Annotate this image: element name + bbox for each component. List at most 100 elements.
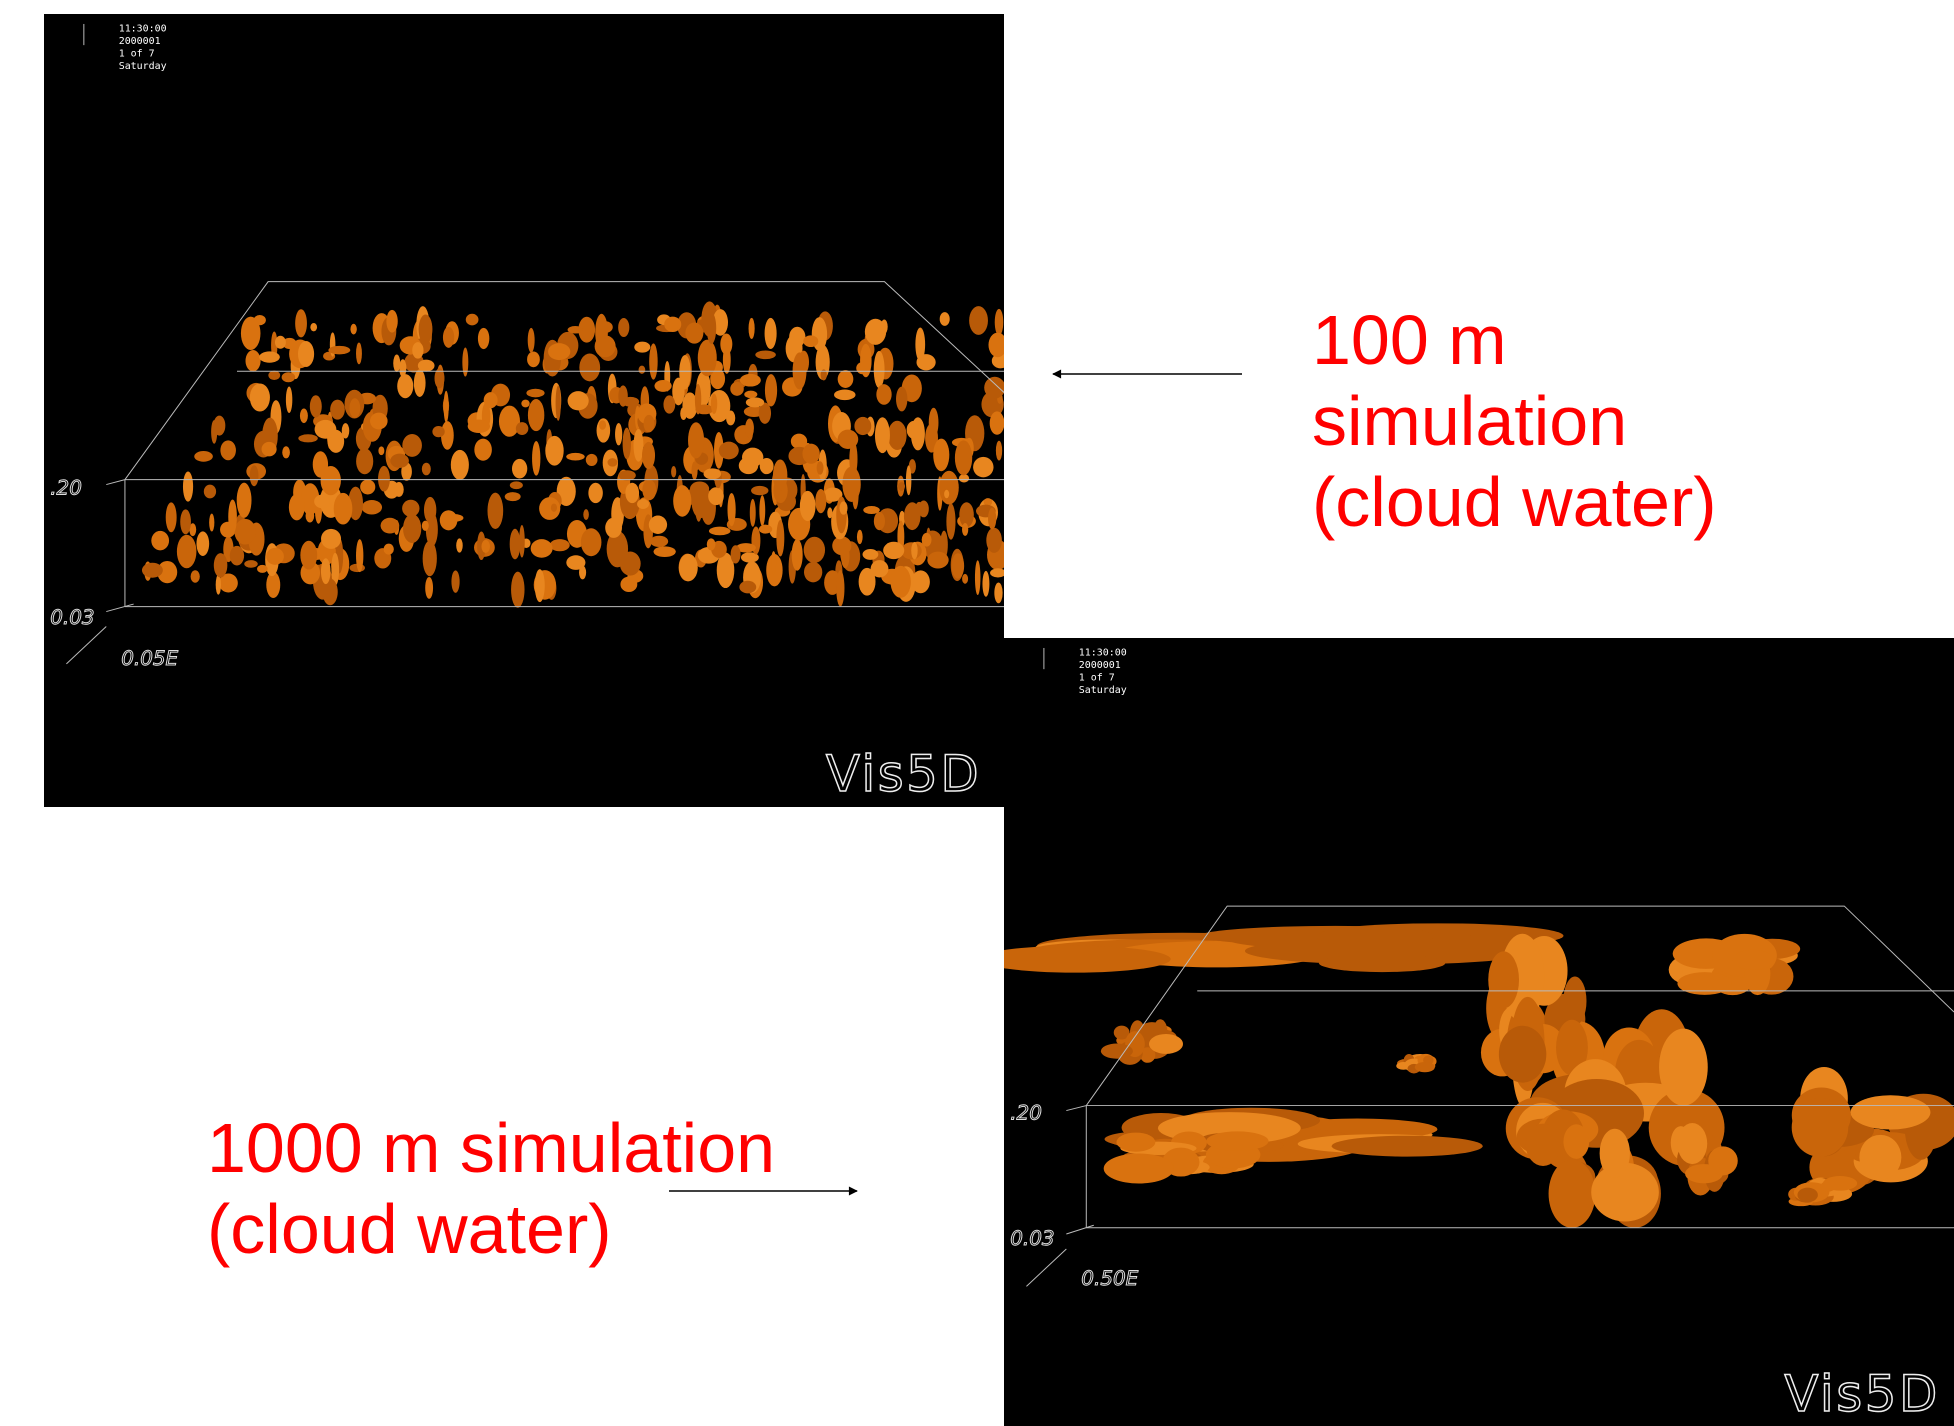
cloud-blob [944, 490, 949, 499]
cloud-blob [468, 419, 490, 432]
cloud-blob [637, 499, 649, 509]
cloud-blob [1149, 1034, 1183, 1054]
cloud-blob [680, 407, 687, 420]
cloud-blob [177, 535, 197, 568]
cloud-blob [929, 408, 939, 438]
cloud-blob [262, 442, 277, 457]
cloud-blob [599, 420, 606, 429]
cloud-blob [397, 374, 413, 398]
cloud-blob [803, 335, 818, 347]
cloud-blob [995, 309, 1004, 336]
cloud-blob [633, 429, 643, 462]
axis-label: .20 [1010, 1100, 1042, 1124]
cloud-blob [328, 346, 350, 355]
slide: 11:30:00 2000001 1 of 7 Saturday .20 0.0… [0, 0, 1954, 1426]
cloud-blob [962, 574, 968, 584]
cloud-blob [1563, 1124, 1589, 1159]
cloud-blob [356, 448, 373, 474]
cloud-blob [664, 317, 681, 332]
cloud-blob [759, 495, 765, 526]
cloud-blob [298, 341, 314, 367]
cloud-blob [310, 395, 322, 417]
cloud-blob [393, 355, 400, 372]
cloud-blob [378, 466, 390, 492]
cloud-blob [618, 318, 629, 337]
cloud-blob [857, 530, 863, 544]
cloud-blob [988, 508, 996, 530]
cloud-blob [1797, 1188, 1817, 1203]
cloud-blob [548, 343, 570, 360]
cloud-blob [349, 398, 360, 418]
cloud-blob [962, 523, 968, 536]
cloud-blob [836, 570, 844, 606]
cloud-blob [620, 552, 641, 576]
cloud-blob [1415, 1062, 1435, 1072]
cloud-blob [528, 399, 544, 431]
cloud-blob [581, 528, 602, 556]
cloud-blob [800, 491, 816, 521]
cloud-blob [313, 451, 328, 477]
cloud-blob [386, 310, 397, 333]
axis-label: 0.05E [121, 647, 178, 670]
cloud-blob [730, 382, 744, 396]
cloud-blob [289, 494, 305, 521]
cloud-blob [759, 525, 772, 534]
cloud-blob [250, 465, 259, 486]
cloud-blob [545, 436, 563, 466]
cloud-blob [204, 485, 216, 499]
cloud-blob [550, 539, 570, 551]
cloud-blob [1792, 1098, 1849, 1157]
cloud-blob [649, 516, 667, 534]
cloud-blob [356, 539, 363, 572]
cloud-blob [241, 317, 261, 350]
cloud-blob [1659, 1029, 1708, 1106]
cloud-blob [360, 479, 375, 494]
cloud-blob [1206, 1131, 1268, 1151]
cloud-blob [390, 454, 409, 468]
cloud-blob [356, 343, 362, 365]
time: 11:30:00 [119, 23, 167, 34]
cloud-blob [990, 568, 1004, 577]
cloud-blob [854, 417, 871, 435]
annotation: 100 m simulation (cloud water) [1312, 300, 1762, 543]
step: 1 of 7 [119, 48, 155, 59]
cloud-blob [608, 458, 618, 467]
cloud-blob [704, 468, 722, 479]
cloud-blob [988, 333, 1004, 358]
cloud-blob [863, 549, 879, 560]
cloud-blob [1823, 1176, 1857, 1191]
cloud-blob [1591, 1163, 1659, 1222]
cloud-blob [519, 525, 525, 558]
cloud-blob [321, 529, 341, 549]
cloud-blob [321, 558, 331, 584]
cloud-blob [381, 518, 400, 534]
cloud-blob [711, 394, 717, 414]
cloud-blob [622, 397, 639, 407]
cloud-blob [731, 545, 741, 563]
cloud-blob [940, 312, 950, 326]
cloud-blob [673, 485, 691, 517]
cloud-blob [370, 413, 388, 430]
logo: Vis5D [1784, 1365, 1939, 1423]
cloud-blob [649, 343, 657, 379]
cloud-blob [946, 503, 955, 539]
cloud-blob [474, 439, 492, 461]
cloud-blob [1488, 951, 1519, 1008]
cloud-blob [511, 572, 524, 608]
cloud-blob [679, 355, 691, 389]
cloud-blob [191, 570, 200, 582]
cloud-blob [539, 497, 560, 520]
cloud-blob [330, 400, 345, 420]
cloud-blob [896, 387, 907, 412]
cloud-blob [888, 421, 907, 450]
cloud-blob [986, 528, 1002, 553]
cloud-blob [875, 417, 890, 453]
cloud-blob [556, 386, 561, 421]
cloud-blob [456, 538, 463, 552]
cloud-blob [750, 499, 756, 527]
cloud-blob [792, 539, 803, 571]
cloud-blob [663, 395, 675, 413]
cloud-blob [1526, 1124, 1561, 1166]
cloud-blob [237, 483, 252, 518]
cloud-blob [898, 482, 905, 491]
